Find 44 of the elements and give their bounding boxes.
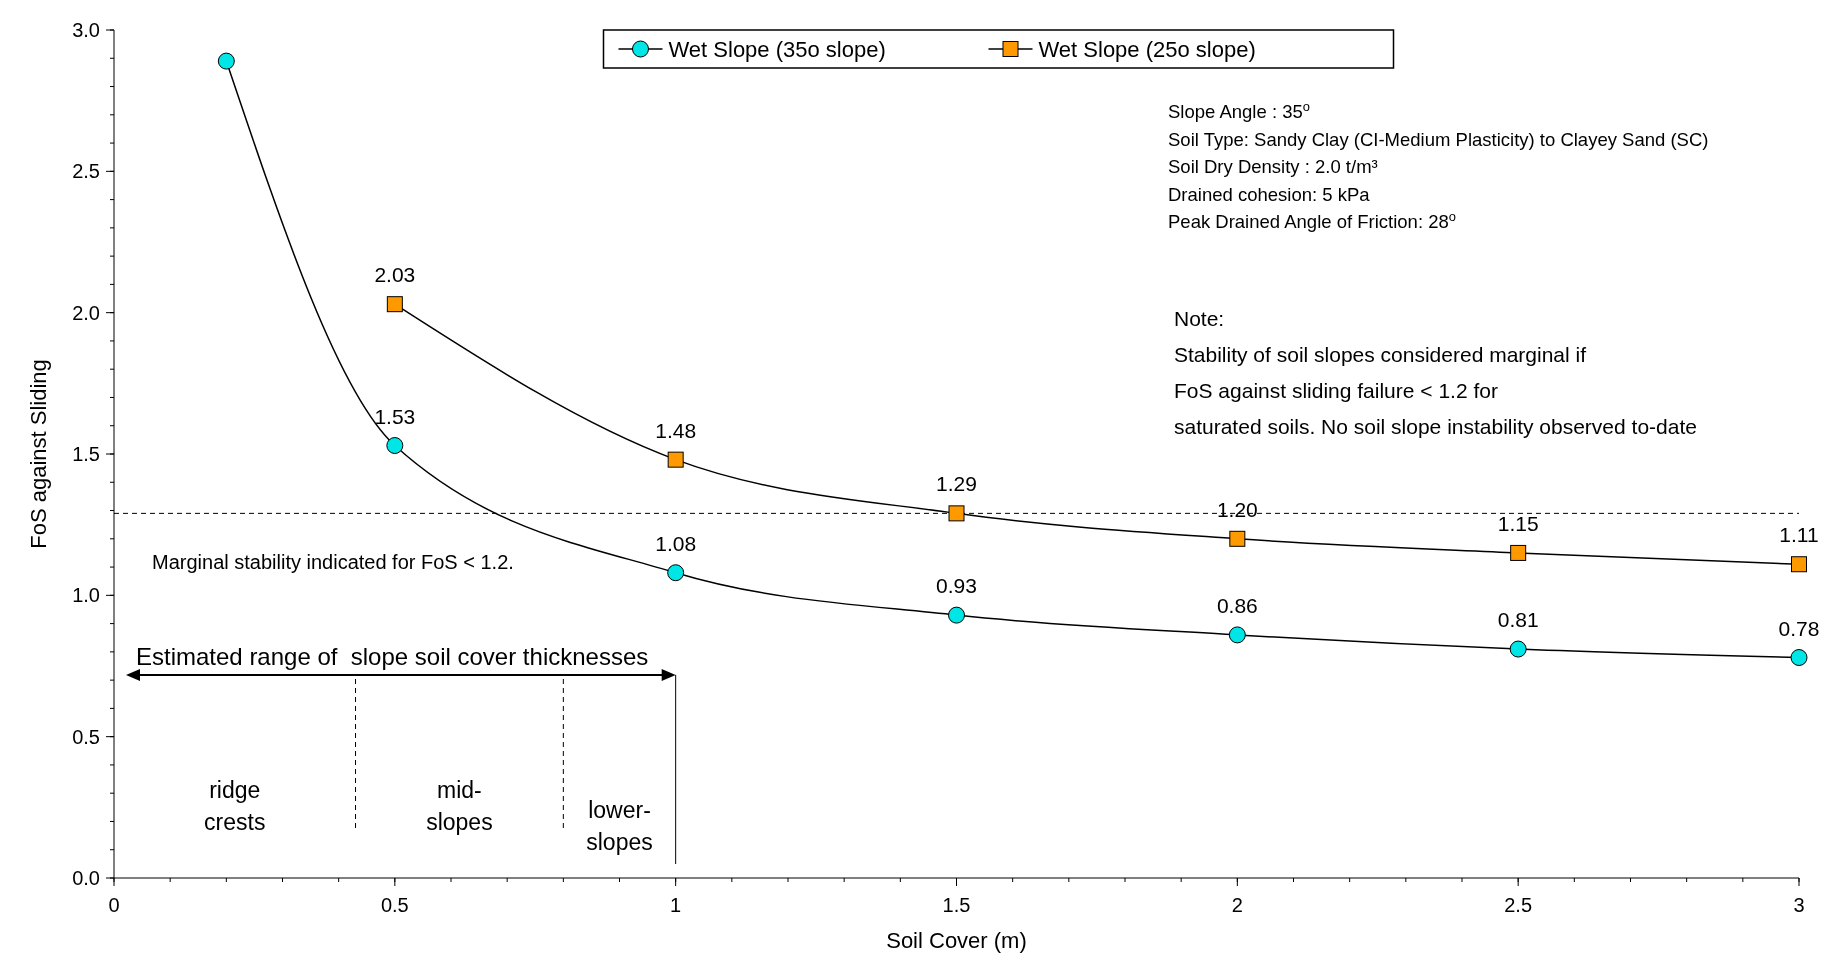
x-tick-label: 2.5 — [1504, 894, 1533, 916]
annotation: Soil Type: Sandy Clay (CI-Medium Plasticity) to Clayey Sand (SC) — [1168, 128, 1709, 150]
annotation: Soil Dry Density : 2.0 t/m³ — [1168, 156, 1378, 177]
annotation: Slope Angle : 35$^{o}$ — [1168, 98, 1310, 122]
ref-line-label: Marginal stability indicated for FoS < 1.2. — [152, 551, 514, 574]
annotation: Note: — [1174, 307, 1225, 330]
data-label: 1.53 — [374, 404, 416, 428]
data-label: 1.48 — [655, 418, 697, 442]
x-tick-label: 1 — [670, 894, 682, 916]
annotation: FoS against sliding failure < 1.2 for — [1174, 379, 1498, 402]
y-tick-label: 1.5 — [72, 443, 100, 465]
data-label: 1.15 — [1497, 511, 1539, 535]
data-label: 2.03 — [374, 263, 416, 287]
legend-label: Wet Slope (35o slope) — [668, 37, 886, 62]
data-label: 0.93 — [936, 574, 977, 598]
data-label: 1.20 — [1216, 497, 1258, 521]
annotation: mid- slopes — [426, 777, 493, 835]
legend-label: Wet Slope (25o slope) — [1038, 37, 1256, 62]
x-axis-title: Soil Cover (m) — [886, 928, 1027, 953]
x-tick-label: 0 — [108, 894, 120, 916]
y-tick-label: 2.0 — [72, 301, 100, 324]
annotation: ridge crests — [204, 777, 266, 835]
y-axis-title: FoS against Sliding — [26, 359, 51, 549]
x-tick-label: 0.5 — [380, 894, 409, 916]
x-tick-label: 2 — [1231, 894, 1243, 916]
data-label: 0.86 — [1216, 593, 1258, 617]
annotation: Estimated range of slope soil cover thicknesses — [136, 642, 649, 670]
annotation: lower- slopes — [586, 797, 653, 855]
data-label: 0.78 — [1778, 616, 1820, 640]
data-label: 1.29 — [936, 472, 977, 496]
annotation: Stability of soil slopes considered marginal if — [1174, 343, 1587, 366]
data-label: 0.81 — [1497, 608, 1539, 632]
y-tick-label: 1.0 — [72, 584, 100, 607]
data-label: 1.11 — [1779, 523, 1819, 547]
annotation: Peak Drained Angle of Friction: 28$^{o}$ — [1168, 208, 1456, 232]
y-tick-label: 0.0 — [72, 867, 100, 889]
y-tick-label: 0.5 — [72, 725, 100, 748]
x-tick-label: 3 — [1793, 894, 1805, 916]
y-tick-label: 2.5 — [72, 160, 100, 183]
y-tick-label: 3.0 — [72, 19, 100, 41]
data-label: 1.08 — [655, 531, 697, 555]
annotation: saturated soils. No soil slope instability observed to-date — [1174, 415, 1697, 438]
x-tick-label: 1.5 — [942, 894, 971, 916]
annotation: Drained cohesion: 5 kPa — [1168, 183, 1371, 205]
